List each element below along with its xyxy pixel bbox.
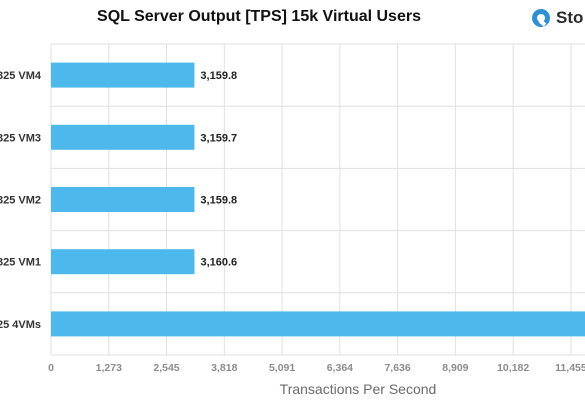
category-label: 325 VM3 [0, 132, 41, 144]
x-tick-label: 11,455 [555, 362, 585, 374]
data-label: 3,160.6 [200, 257, 237, 269]
label-layer: 25 4VMs 325 VM1 3,160.6 325 VM2 3,159.8 325 V… [0, 70, 585, 374]
bar-layer [51, 62, 585, 337]
x-axis-title: Transactions Per Second [280, 381, 437, 397]
x-tick-label: 0 [48, 362, 54, 374]
x-tick-label: 7,636 [384, 362, 410, 374]
bar [51, 187, 195, 212]
bar [51, 62, 195, 88]
x-tick-label: 6,364 [327, 362, 353, 374]
storage-review-logo-icon [532, 9, 550, 27]
bar [51, 311, 585, 337]
data-label: 3,159.8 [200, 70, 237, 82]
x-tick-label: 2,545 [153, 362, 179, 374]
category-label: 25 4VMs [0, 319, 41, 331]
category-label: 325 VM4 [0, 70, 42, 82]
x-tick-label: 1,273 [96, 362, 122, 374]
bar [51, 124, 195, 150]
category-label: 325 VM2 [0, 195, 41, 207]
category-label: 325 VM1 [0, 257, 41, 269]
x-tick-label: 3,818 [211, 362, 237, 374]
data-label: 3,159.8 [200, 195, 237, 207]
brand-name: Sto [556, 8, 584, 27]
grid-layer [50, 43, 585, 356]
brand-logo: Sto [531, 8, 583, 28]
x-tick-label: 8,909 [442, 362, 468, 374]
data-label: 3,159.7 [200, 132, 237, 144]
bar [51, 249, 195, 275]
x-tick-label: 10,182 [497, 362, 529, 374]
x-tick-label: 5,091 [269, 362, 295, 374]
chart-title: SQL Server Output [TPS] 15k Virtual User… [97, 8, 421, 25]
